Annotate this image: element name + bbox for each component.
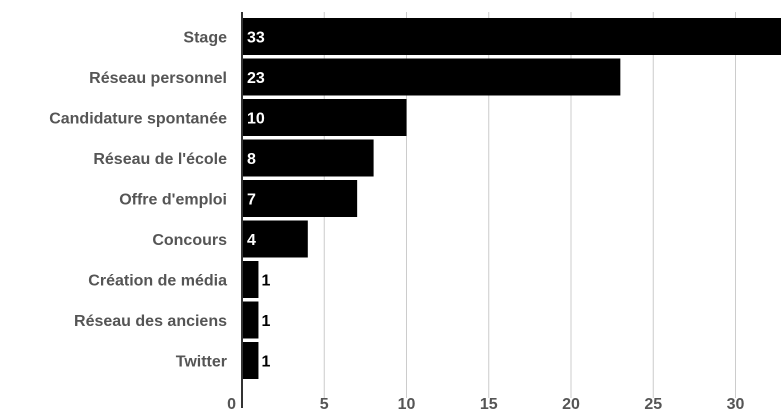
bar-7 [242, 301, 259, 339]
bar-3 [242, 139, 374, 177]
bar-4 [242, 180, 358, 217]
bar-0 [242, 18, 781, 55]
x-tick-label: 25 [644, 396, 662, 410]
category-label: Création de média [88, 273, 227, 290]
bar-5 [242, 220, 308, 258]
x-tick-label: 10 [398, 396, 416, 410]
bar-6 [242, 261, 259, 298]
data-label: 7 [247, 192, 256, 209]
data-label: 1 [261, 273, 270, 290]
x-tick-label: 5 [320, 396, 329, 410]
data-label: 33 [247, 30, 265, 47]
x-tick-label: 0 [227, 396, 236, 410]
bar-1 [242, 58, 621, 96]
category-label: Réseau personnel [89, 70, 227, 87]
x-tick-label: 30 [727, 396, 745, 410]
data-label: 10 [247, 111, 265, 128]
category-label: Stage [183, 30, 227, 47]
data-label: 8 [247, 151, 256, 168]
bar-8 [242, 342, 259, 379]
category-label: Réseau de l'école [93, 151, 227, 168]
data-label: 23 [247, 70, 265, 87]
category-label: Concours [152, 232, 227, 249]
category-label: Candidature spontanée [49, 111, 227, 128]
x-tick-label: 20 [562, 396, 580, 410]
category-label: Réseau des anciens [74, 313, 227, 330]
data-label: 1 [261, 313, 270, 330]
category-label: Offre d'emploi [119, 192, 227, 209]
category-label: Twitter [176, 354, 227, 371]
data-label: 4 [247, 232, 256, 249]
bar-2 [242, 99, 407, 136]
data-label: 1 [261, 354, 270, 371]
x-tick-label: 15 [480, 396, 498, 410]
